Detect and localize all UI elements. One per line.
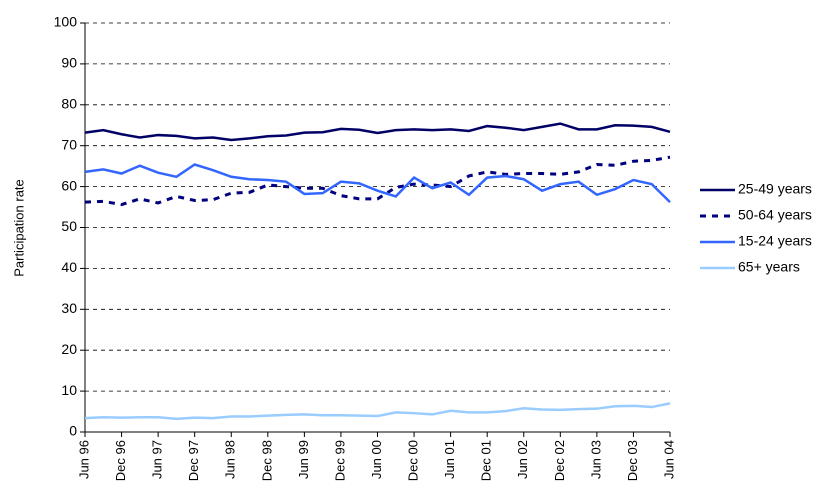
series-line — [84, 155, 671, 207]
x-tick-label: Dec 98 — [259, 440, 274, 481]
x-tick-label: Jun 00 — [369, 440, 384, 479]
x-tick-label: Jun 99 — [296, 440, 311, 479]
y-tick-label: 0 — [69, 423, 77, 439]
y-tick-label: 20 — [61, 341, 77, 357]
y-tick-label: 90 — [61, 55, 77, 71]
x-tick-label: Jun 04 — [661, 440, 676, 479]
x-tick-label: Jun 97 — [150, 440, 165, 479]
y-axis-title: Participation rate — [11, 179, 26, 277]
y-tick-label: 50 — [61, 218, 77, 234]
y-tick-label: 40 — [61, 259, 77, 275]
y-tick-label: 70 — [61, 136, 77, 152]
legend-label: 50-64 years — [738, 207, 812, 223]
x-tick-label: Dec 00 — [406, 440, 421, 481]
y-tick-label: 100 — [54, 14, 78, 30]
x-tick-label: Dec 96 — [113, 440, 128, 481]
x-tick-label: Jun 02 — [515, 440, 530, 479]
series-line — [84, 122, 671, 142]
y-tick-label: 10 — [61, 382, 77, 398]
legend-label: 65+ years — [738, 259, 800, 275]
legend-label: 25-49 years — [738, 181, 812, 197]
x-tick-label: Dec 03 — [625, 440, 640, 481]
y-tick-label: 80 — [61, 96, 77, 112]
y-tick-label: 30 — [61, 300, 77, 316]
x-tick-label: Jun 01 — [442, 440, 457, 479]
series-line — [84, 402, 671, 421]
x-tick-label: Dec 01 — [479, 440, 494, 481]
x-tick-label: Dec 99 — [332, 440, 347, 481]
series-line — [84, 163, 671, 204]
x-tick-label: Dec 97 — [186, 440, 201, 481]
x-tick-label: Jun 98 — [223, 440, 238, 479]
x-tick-label: Jun 03 — [588, 440, 603, 479]
x-tick-label: Dec 02 — [552, 440, 567, 481]
x-tick-label: Jun 96 — [76, 440, 91, 479]
y-tick-label: 60 — [61, 177, 77, 193]
legend-label: 15-24 years — [738, 233, 812, 249]
